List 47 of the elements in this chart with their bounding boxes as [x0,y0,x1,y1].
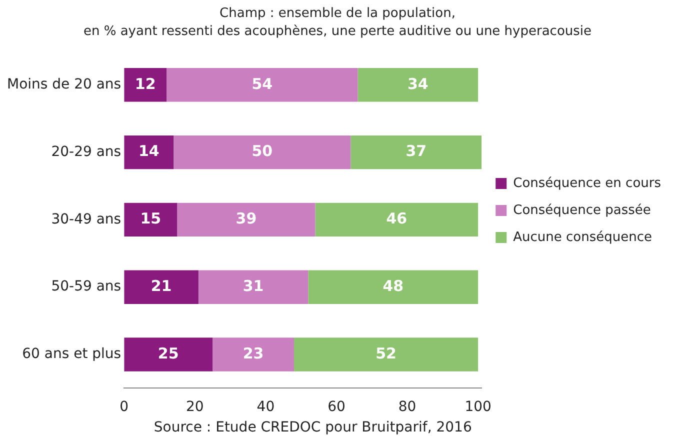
bar [124,68,167,102]
bar [315,202,478,237]
x-tick-label: 80 [398,399,416,416]
data-label: 23 [242,344,264,362]
data-label: 39 [236,210,257,228]
x-tick-label: 0 [120,399,129,416]
y-tick-label: 20-29 ans [51,144,122,160]
chart-subtitle: en % ayant ressenti des acouphènes, une perte auditive ou une hyperacousie [83,24,592,39]
data-label: 12 [134,74,156,93]
bar [124,135,174,170]
legend-label: Conséquence passée [513,202,651,218]
data-label: 37 [406,142,427,160]
bar [308,270,478,304]
y-tick-label: 30-49 ans [51,211,122,228]
y-tick-label: 60 ans et plus [22,346,122,362]
bar [294,338,478,372]
y-tick-label: Moins de 20 ans [6,76,122,93]
data-label: 14 [138,142,160,160]
bar [124,270,198,304]
x-tick-label: 60 [328,399,346,416]
data-label: 21 [150,276,172,295]
data-label: 50 [252,142,273,160]
y-tick-label: 50-59 ans [51,278,122,295]
bar [358,68,478,102]
data-label: 25 [158,344,179,362]
x-tick-label: 40 [256,399,275,416]
bar [212,338,294,372]
bar [177,202,316,237]
x-tick-label: 20 [186,399,204,416]
bar [124,202,178,237]
bar [174,135,351,170]
legend-label: Conséquence en cours [513,176,662,191]
bar [198,270,308,304]
data-label: 46 [386,210,408,228]
source-note: Source : Etude CREDOC pour Bruitparif, 2016 [154,420,472,436]
data-label: 34 [407,74,428,93]
chart-title: Champ : ensemble de la population, [220,6,456,22]
bar [350,135,482,170]
legend-label: Aucune conséquence [513,230,652,245]
bar [166,68,358,102]
data-label: 31 [242,276,264,295]
x-tick-label: 100 [464,399,492,416]
data-label: 52 [376,344,396,362]
data-label: 54 [252,74,273,93]
data-label: 48 [382,276,404,295]
bar [124,338,213,372]
data-label: 15 [140,210,162,228]
